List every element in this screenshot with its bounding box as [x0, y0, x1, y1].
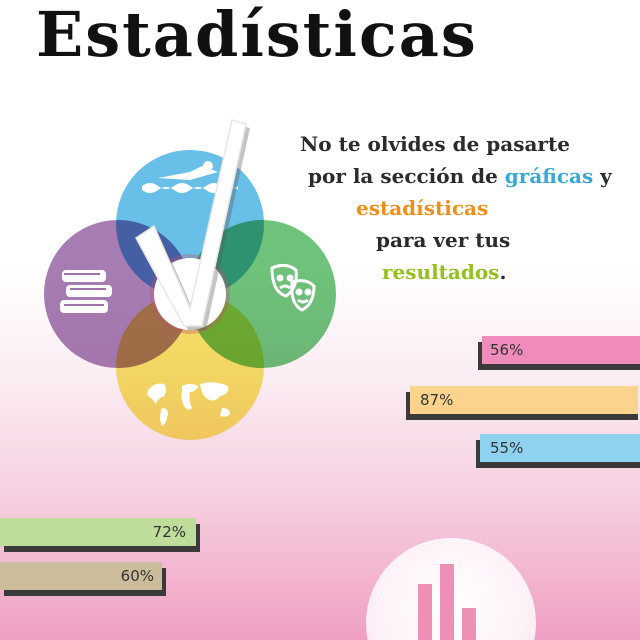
bar-fill	[482, 336, 640, 364]
highlight-graficas: gráficas	[504, 164, 594, 188]
message-line-1: No te olvides de pasarte	[300, 132, 570, 156]
bar-value: 56%	[490, 341, 524, 359]
bar-fill	[410, 386, 638, 414]
swimmer-icon	[142, 161, 238, 193]
bar-blue: 55%	[476, 434, 640, 468]
bar-orange: 87%	[406, 386, 638, 420]
bar-pink: 56%	[478, 336, 640, 370]
chart-badge	[366, 538, 536, 640]
checkmark-icon	[135, 119, 250, 330]
page-title: Estadísticas	[36, 0, 478, 71]
bar-value: 72%	[152, 523, 186, 541]
books-icon	[60, 270, 112, 313]
message-line-4: para ver tus	[376, 228, 511, 252]
message-text: por la sección de	[308, 164, 505, 188]
bar-fill	[0, 562, 162, 590]
bar-value: 87%	[420, 391, 454, 409]
message-line-2: por la sección de gráficas y	[308, 164, 612, 188]
bar-value: 60%	[120, 567, 154, 585]
world-map-icon	[147, 382, 230, 426]
highlight-estadisticas: estadísticas	[356, 196, 489, 220]
message-text: y	[593, 164, 612, 188]
message-line-5: resultados.	[382, 260, 506, 284]
bar-green: 72%	[0, 518, 200, 552]
bar-tan: 60%	[0, 562, 166, 596]
bar-fill	[480, 434, 640, 462]
four-circles-graphic	[44, 119, 336, 440]
bar-fill	[0, 518, 196, 546]
theater-masks-icon	[270, 263, 316, 312]
bar-value: 55%	[490, 439, 524, 457]
bottom-circle	[116, 292, 264, 440]
highlight-resultados: resultados	[382, 260, 500, 284]
message-text: .	[499, 260, 507, 284]
